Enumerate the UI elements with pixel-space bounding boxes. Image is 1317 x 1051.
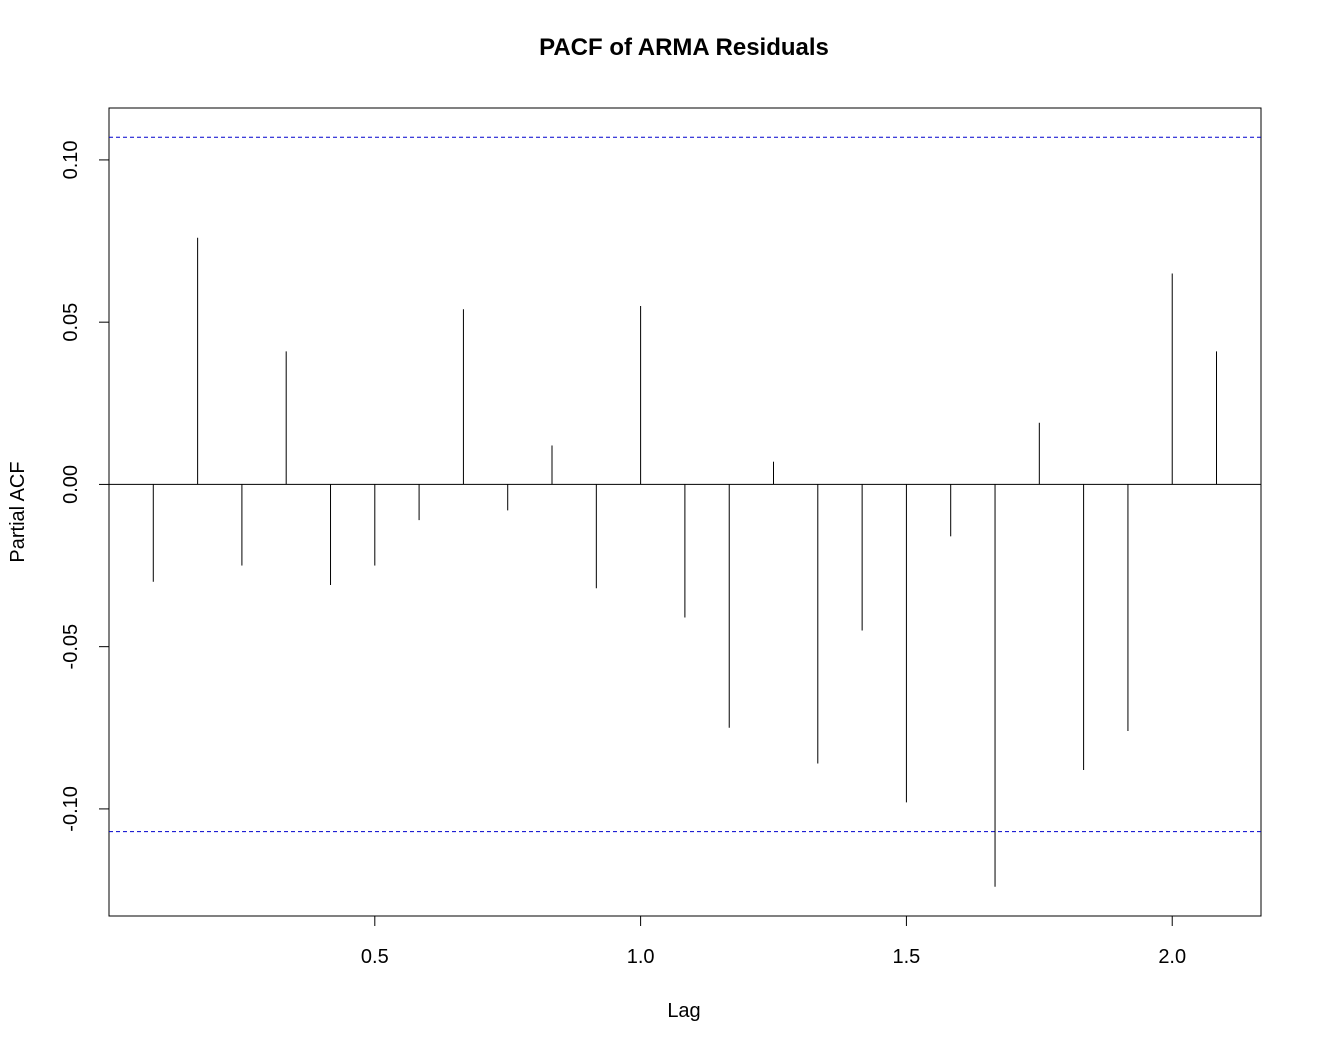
y-tick-label: -0.10: [60, 786, 82, 832]
y-axis-label: Partial ACF: [7, 461, 29, 562]
x-tick-label: 2.0: [1158, 946, 1186, 968]
y-tick-label: 0.10: [60, 140, 82, 179]
x-tick-label: 0.5: [361, 946, 389, 968]
y-tick-label: 0.00: [60, 465, 82, 504]
y-tick-label: 0.05: [60, 303, 82, 342]
x-tick-label: 1.0: [627, 946, 655, 968]
axes: 0.5 1.0 1.5 2.0 -0.10 -0.05 0.00 0.05 0.10: [60, 140, 1186, 968]
plot-frame: [108, 107, 1262, 917]
x-axis-label: Lag: [667, 1000, 700, 1022]
chart-title: PACF of ARMA Residuals: [539, 34, 829, 61]
y-tick-label: -0.05: [60, 624, 82, 670]
plot-marks: [109, 136, 1261, 887]
x-tick-label: 1.5: [893, 946, 921, 968]
